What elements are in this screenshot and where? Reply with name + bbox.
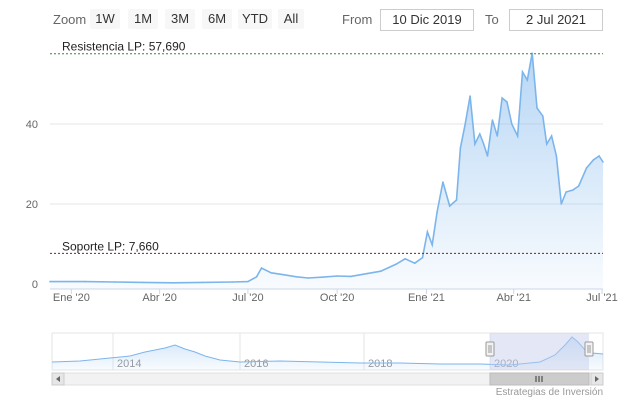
data-point (506, 101, 508, 103)
data-point (114, 281, 116, 283)
data-point (486, 155, 489, 157)
x-tick-label: Ene '20 (53, 292, 90, 304)
zoom-1w-button[interactable]: 1W (90, 9, 120, 29)
data-point (260, 267, 263, 269)
to-label: To (485, 12, 499, 27)
data-point (431, 244, 434, 246)
data-point (255, 276, 258, 278)
data-point (231, 281, 234, 283)
data-point (426, 231, 429, 233)
data-point (560, 203, 563, 205)
data-point (349, 275, 352, 278)
zoom-6m-button[interactable]: 6M (202, 9, 232, 29)
data-point (491, 119, 494, 121)
scrollbar-thumb[interactable] (489, 372, 590, 386)
data-point (421, 256, 424, 259)
arrow-right-icon (595, 376, 599, 382)
data-point (577, 185, 580, 187)
data-point (380, 270, 382, 273)
from-date-input[interactable]: 10 Dic 2019 (380, 9, 474, 31)
scroll-left-button[interactable] (51, 372, 65, 386)
data-point (482, 143, 485, 145)
data-point (270, 272, 273, 274)
data-point (295, 276, 298, 278)
y-tick-label: 40 (26, 119, 38, 131)
data-point (542, 115, 544, 117)
arrow-left-icon (56, 376, 60, 382)
data-point (455, 199, 458, 201)
data-point (172, 282, 175, 284)
to-date-input[interactable]: 2 Jul 2021 (509, 9, 603, 31)
x-tick-label: Oct '20 (320, 292, 355, 304)
data-point (142, 281, 144, 284)
data-point (448, 205, 451, 207)
data-point (496, 135, 499, 137)
data-point (464, 123, 467, 125)
price-line (50, 53, 604, 284)
data-point (49, 280, 51, 283)
data-point (442, 181, 444, 183)
navigator-area (52, 337, 603, 370)
navigator-selection[interactable] (490, 333, 589, 370)
data-point (474, 143, 476, 145)
data-point (307, 277, 309, 279)
data-point (404, 258, 406, 260)
data-point (521, 71, 524, 73)
data-point (516, 135, 519, 137)
x-axis: Ene '20 Abr '20 Jul '20 Oct '20 Ene '21 Abr '… (53, 289, 618, 304)
y-tick-label: 0 (32, 279, 38, 291)
y-axis: 0 20 40 (26, 119, 38, 291)
y-tick-label: 20 (26, 199, 38, 211)
data-point (585, 167, 588, 169)
data-point (501, 97, 503, 99)
data-point (281, 273, 283, 276)
data-point (469, 95, 471, 97)
zoom-3m-button[interactable]: 3M (165, 9, 195, 29)
data-point (511, 123, 513, 125)
zoom-ytd-button[interactable]: YTD (238, 9, 272, 29)
navigator[interactable]: 2014201620182020 (51, 332, 604, 386)
zoom-all-button[interactable]: All (278, 9, 304, 29)
navigator-right-handle[interactable] (584, 341, 594, 357)
navigator-line (51, 336, 604, 366)
data-point (247, 280, 249, 283)
data-point (395, 263, 398, 265)
data-point (478, 133, 481, 135)
scroll-right-button[interactable] (590, 372, 604, 386)
resistance-label: Resistencia LP: 57,690 (62, 40, 186, 54)
x-tick-label: Abr '20 (142, 292, 177, 304)
x-tick-label: Ene '21 (408, 292, 445, 304)
data-point (436, 211, 438, 213)
from-label: From (342, 12, 373, 27)
data-point (572, 189, 574, 191)
credit-text: Estrategias de Inversión (495, 387, 603, 398)
data-point (545, 143, 548, 145)
x-tick-label: Jul '21 (586, 292, 617, 304)
price-area (50, 53, 603, 290)
data-point (550, 135, 553, 137)
navigator-left-handle[interactable] (485, 341, 495, 357)
zoom-1m-button[interactable]: 1M (128, 9, 158, 29)
data-point (592, 159, 595, 161)
data-point (536, 107, 538, 109)
data-point (459, 147, 462, 149)
data-point (526, 79, 529, 81)
data-point (320, 276, 323, 279)
data-point (565, 191, 567, 193)
range-selector: Zoom 1W 1M 3M 6M YTD All From 10 Dic 201… (0, 9, 621, 31)
support-label: Soporte LP: 7,660 (62, 239, 159, 253)
data-point (598, 155, 600, 157)
x-tick-label: Jul '20 (232, 292, 263, 304)
annotations: Resistencia LP: 57,690 Soporte LP: 7,660 (49, 40, 604, 284)
data-point (413, 262, 416, 265)
data-point (336, 275, 338, 277)
data-point (602, 161, 604, 163)
zoom-label: Zoom (53, 12, 87, 27)
data-point (366, 272, 369, 275)
data-point (555, 155, 558, 157)
data-point (84, 280, 86, 283)
data-point (201, 281, 204, 284)
x-tick-label: Abr '21 (496, 292, 531, 304)
